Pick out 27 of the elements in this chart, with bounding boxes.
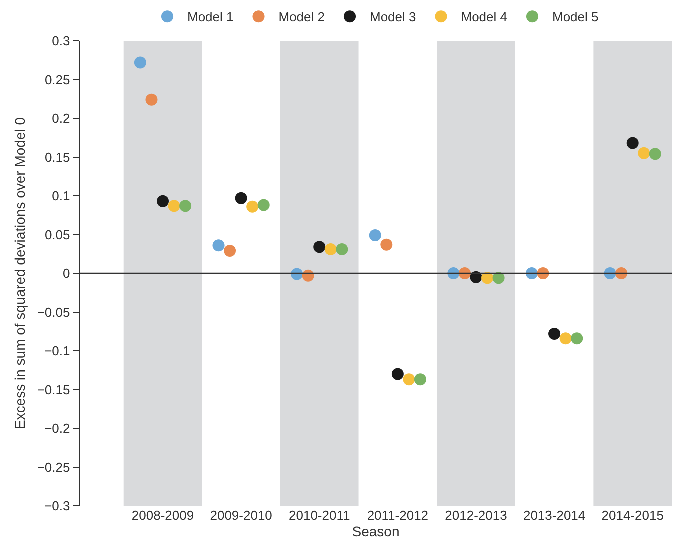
legend-label: Model 1 xyxy=(188,10,234,25)
x-tick-label: 2008-2009 xyxy=(132,508,194,523)
y-tick-label: 0.15 xyxy=(44,150,70,165)
y-tick-label: −0.15 xyxy=(37,382,70,398)
x-tick-label: 2012-2013 xyxy=(445,508,508,523)
y-tick-label: 0.25 xyxy=(44,72,70,88)
y-tick-label: 0.1 xyxy=(52,188,70,204)
y-tick-label: −0.1 xyxy=(44,344,70,359)
legend-label: Model 4 xyxy=(461,10,508,25)
y-tick-label: 0.3 xyxy=(52,34,70,49)
y-tick-label: −0.3 xyxy=(44,498,70,514)
y-tick-label: 0.2 xyxy=(52,111,70,126)
y-tick-label: 0.05 xyxy=(44,227,70,242)
x-tick-label: 2009-2010 xyxy=(210,508,272,523)
x-axis-title: Season xyxy=(352,523,400,540)
x-tick-label: 2011-2012 xyxy=(367,508,429,523)
y-tick-label: −0.05 xyxy=(37,304,70,320)
legend-label: Model 3 xyxy=(370,10,416,25)
y-tick-label: 0 xyxy=(63,266,70,282)
y-tick-label: −0.2 xyxy=(44,421,70,436)
legend-label: Model 5 xyxy=(552,10,599,25)
y-axis-title: Excess in sum of squared deviations over Model 0 xyxy=(12,117,28,430)
x-tick-label: 2014-2015 xyxy=(602,508,664,523)
y-tick-label: −0.25 xyxy=(37,460,70,475)
x-tick-label: 2010-2011 xyxy=(289,508,350,523)
legend-label: Model 2 xyxy=(278,10,325,25)
x-tick-label: 2013-2014 xyxy=(523,508,586,523)
